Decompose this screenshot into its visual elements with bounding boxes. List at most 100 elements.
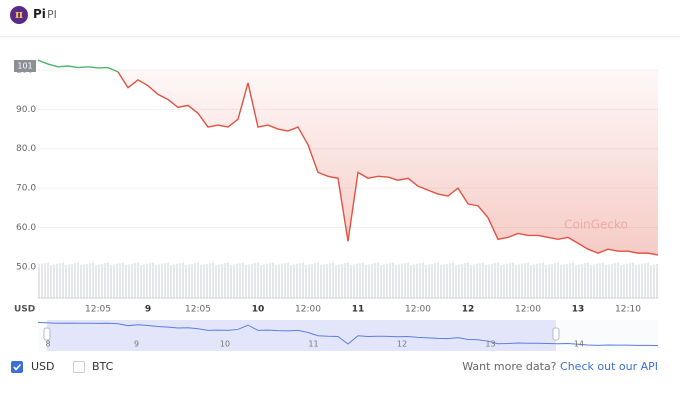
volume-bar [518,264,520,298]
navigator-handle [43,327,51,341]
option-label[interactable]: USD [31,360,55,373]
volume-bar [206,263,208,298]
volume-bar [431,263,433,298]
volume-bar [593,264,595,298]
volume-bar [455,265,457,298]
volume-bar [638,264,640,298]
volume-bar [362,262,364,298]
volume-bar [341,263,343,298]
navigator-label: 14 [574,340,584,349]
volume-bar [611,263,613,298]
volume-bar [263,264,265,298]
volume-bar [209,263,211,298]
volume-bar [50,265,52,298]
checkbox[interactable] [11,361,23,373]
volume-bar [113,264,115,298]
volume-bar [368,264,370,298]
volume-bar [383,264,385,298]
volume-bar [257,262,259,298]
volume-bar [251,263,253,298]
volume-bar [260,265,262,298]
y-tick-label: 50.0 [16,262,36,272]
volume-bar [173,264,175,298]
price-tag-box [14,60,36,72]
volume-bar [377,262,379,298]
volume-bar [326,263,328,298]
volume-bar [590,265,592,298]
volume-bar [374,263,376,298]
option-label[interactable]: BTC [92,360,114,373]
volume-bar [620,265,622,298]
volume-bar [62,262,64,298]
volume-bar [386,263,388,298]
volume-bar [470,265,472,298]
volume-bar [110,265,112,298]
navigator-line [37,321,659,347]
volume-bar [140,265,142,298]
volume-bar [65,265,67,298]
volume-bar [143,264,145,298]
volume-bar [557,262,559,298]
volume-bar [254,263,256,298]
volume-bar [467,262,469,298]
volume-bar [182,262,184,298]
volume-bar [572,262,574,298]
volume-bar [398,264,400,298]
volume-bar [560,265,562,298]
volume-bar [365,265,367,298]
volume-bar [584,263,586,298]
volume-bar [497,262,499,298]
coin-name: Pi [33,7,46,21]
volume-bar [491,263,493,298]
volume-bar [437,262,439,298]
check-icon [13,363,22,371]
volume-bar [494,263,496,298]
volume-bar [128,264,130,298]
volume-bar [332,262,334,298]
volume-bar [101,263,103,298]
volume-bar [224,263,226,298]
volume-bar [227,262,229,298]
chart: 50.060.070.080.090.0100USDCoinGecko12:05… [14,59,659,351]
x-tick-label: 12:05 [185,305,211,315]
volume-bar [581,263,583,298]
volume-bar [146,263,148,298]
volume-bar [155,265,157,298]
volume-bar [215,265,217,298]
volume-bar [149,263,151,298]
volume-bar [107,262,109,298]
volume-bar [80,265,82,298]
checkbox[interactable] [73,361,85,373]
volume-bar [458,264,460,298]
volume-bar [614,263,616,298]
volume-bar [629,263,631,298]
volume-bar [599,263,601,298]
volume-bar [641,263,643,298]
volume-bar [569,263,571,298]
api-link[interactable]: Check out our API [560,360,658,373]
volume-bar [239,263,241,298]
volume-bar [503,264,505,298]
volume-bar [389,263,391,298]
header: π Pi PI [0,0,680,37]
volume-bar [515,265,517,298]
volume-bar [461,263,463,298]
volume-bar [527,262,529,298]
volume-bar [632,262,634,298]
x-tick-label: 11 [352,305,365,315]
volume-bar [548,264,550,298]
volume-bar [44,263,46,298]
volume-bar [278,264,280,298]
volume-bar [284,263,286,298]
volume-bar [392,262,394,298]
volume-bar [311,263,313,298]
volume-bar [653,264,655,298]
volume-bar [77,262,79,298]
coin-symbol: PI [47,8,57,21]
volume-bar [176,263,178,298]
area-fill [38,69,658,256]
volume-bar [605,265,607,298]
volume-bar [248,264,250,298]
volume-bar [440,265,442,298]
navigator-label: 8 [45,340,50,349]
